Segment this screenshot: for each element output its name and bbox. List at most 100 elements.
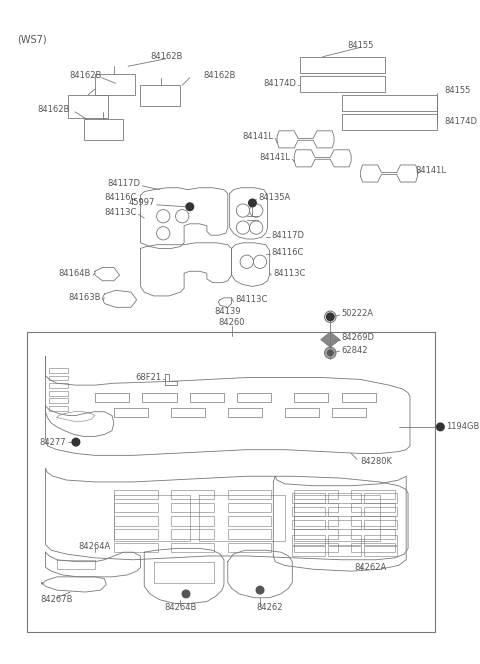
Bar: [228, 408, 262, 418]
Bar: [26, 332, 435, 632]
Bar: [171, 516, 215, 526]
Circle shape: [249, 199, 256, 207]
Bar: [49, 383, 68, 388]
Bar: [328, 535, 360, 544]
Text: 1194GB: 1194GB: [446, 422, 480, 432]
Text: 84155: 84155: [444, 86, 470, 96]
Text: 84174D: 84174D: [444, 117, 477, 125]
Text: 84162B: 84162B: [37, 106, 69, 114]
Bar: [292, 535, 324, 544]
Bar: [68, 95, 108, 118]
Bar: [228, 489, 271, 499]
Text: 84277: 84277: [40, 438, 66, 447]
Circle shape: [186, 203, 193, 210]
Bar: [351, 529, 395, 539]
Text: 84113C: 84113C: [235, 295, 268, 304]
Circle shape: [436, 423, 444, 431]
Bar: [294, 529, 338, 539]
Text: 84113C: 84113C: [273, 269, 306, 278]
Circle shape: [327, 350, 333, 356]
Text: (WS7): (WS7): [17, 34, 47, 44]
Text: 84141L: 84141L: [259, 153, 290, 162]
Text: 84264A: 84264A: [79, 542, 111, 551]
Bar: [294, 489, 338, 499]
Bar: [342, 114, 436, 130]
Bar: [171, 503, 215, 513]
Text: 84117D: 84117D: [108, 179, 141, 189]
Bar: [351, 516, 395, 526]
Bar: [171, 529, 215, 539]
Bar: [351, 489, 395, 499]
Bar: [294, 542, 338, 552]
Text: 84174D: 84174D: [263, 79, 296, 88]
Text: 84116C: 84116C: [104, 193, 137, 202]
Bar: [114, 529, 157, 539]
Bar: [294, 392, 328, 402]
Bar: [49, 368, 68, 373]
Bar: [294, 503, 338, 513]
Bar: [332, 408, 366, 418]
Bar: [114, 503, 157, 513]
Text: 84141L: 84141L: [242, 132, 273, 141]
Bar: [342, 95, 436, 111]
Text: 84163B: 84163B: [68, 293, 101, 302]
Bar: [328, 493, 360, 503]
Text: 84262A: 84262A: [354, 563, 386, 572]
Text: 84141L: 84141L: [416, 166, 447, 175]
Bar: [171, 489, 215, 499]
Bar: [342, 392, 376, 402]
Polygon shape: [321, 332, 340, 347]
Bar: [328, 546, 360, 556]
Bar: [49, 398, 68, 403]
Bar: [364, 493, 396, 503]
Text: 84267B: 84267B: [41, 595, 73, 604]
Bar: [171, 542, 215, 552]
Bar: [292, 546, 324, 556]
Bar: [190, 392, 224, 402]
Text: 45997: 45997: [128, 199, 155, 207]
Text: 84164B: 84164B: [59, 269, 91, 278]
Bar: [364, 507, 396, 516]
Text: 50222A: 50222A: [342, 309, 373, 317]
Text: 84260: 84260: [218, 318, 245, 327]
Bar: [114, 408, 148, 418]
Circle shape: [72, 438, 80, 446]
Circle shape: [326, 313, 334, 321]
Bar: [300, 57, 385, 73]
Text: 68F21: 68F21: [135, 373, 161, 382]
Bar: [285, 408, 319, 418]
Circle shape: [324, 347, 336, 359]
Text: 84262: 84262: [256, 603, 283, 612]
Bar: [141, 85, 180, 106]
Text: 84155: 84155: [348, 41, 374, 50]
Bar: [171, 408, 205, 418]
Text: 84113C: 84113C: [104, 208, 137, 217]
Text: 84162B: 84162B: [203, 71, 236, 80]
Bar: [95, 392, 129, 402]
Text: 84269D: 84269D: [342, 333, 375, 342]
Bar: [228, 542, 271, 552]
Bar: [237, 392, 271, 402]
Bar: [300, 76, 385, 92]
Bar: [328, 520, 360, 529]
Bar: [114, 542, 157, 552]
Bar: [49, 391, 68, 396]
Bar: [49, 406, 68, 411]
Bar: [49, 376, 68, 380]
Bar: [95, 74, 135, 95]
Bar: [364, 546, 396, 556]
Text: 84117D: 84117D: [271, 230, 304, 240]
Text: 62842: 62842: [342, 347, 368, 355]
Bar: [351, 503, 395, 513]
Bar: [292, 507, 324, 516]
Text: 84280K: 84280K: [360, 457, 393, 465]
Text: 84139: 84139: [215, 307, 241, 315]
Bar: [228, 503, 271, 513]
Bar: [292, 520, 324, 529]
Circle shape: [256, 586, 264, 594]
Bar: [228, 529, 271, 539]
Bar: [114, 516, 157, 526]
Bar: [228, 516, 271, 526]
Bar: [351, 542, 395, 552]
Bar: [294, 516, 338, 526]
